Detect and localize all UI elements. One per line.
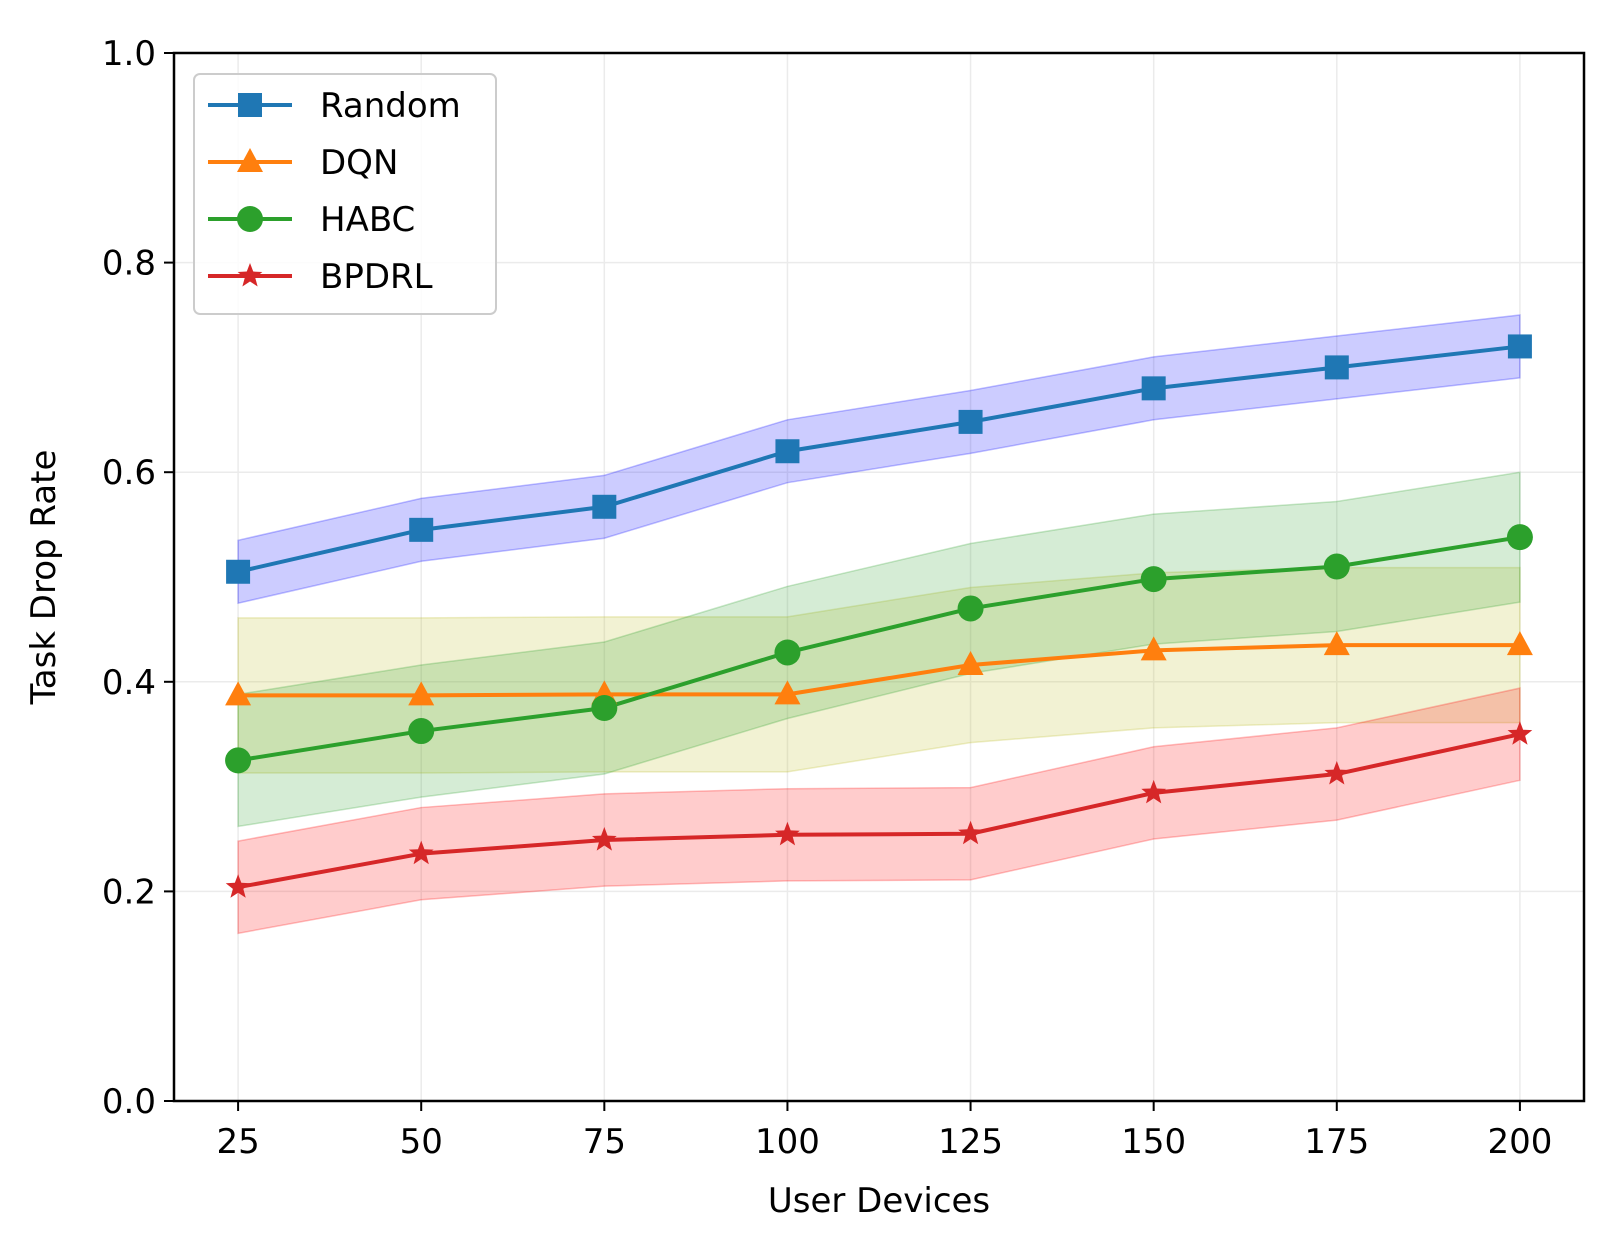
habc-point xyxy=(408,718,435,745)
x-tick-label: 25 xyxy=(216,1122,259,1162)
dqn-point xyxy=(1323,631,1350,656)
bpdrl-point xyxy=(1141,779,1167,804)
x-tick-label: 200 xyxy=(1487,1122,1552,1162)
habc-point xyxy=(1323,553,1350,580)
habc-point xyxy=(957,595,984,622)
random-point xyxy=(1141,376,1166,401)
y-tick-label: 1.0 xyxy=(102,34,156,74)
y-tick-label: 0.0 xyxy=(102,1082,156,1122)
x-tick-label: 75 xyxy=(583,1122,626,1162)
random-point xyxy=(775,439,800,464)
habc-point xyxy=(1506,524,1533,551)
x-axis-label: User Devices xyxy=(768,1181,990,1221)
bpdrl-point xyxy=(958,820,983,845)
dqn-point xyxy=(957,651,984,676)
plot-frame xyxy=(172,51,1586,1103)
habc-point xyxy=(225,747,252,774)
dqn-point xyxy=(774,680,801,705)
dqn-point xyxy=(225,681,252,706)
dqn-line xyxy=(238,643,1520,698)
dqn-point xyxy=(408,681,435,706)
dqn-point xyxy=(1506,631,1533,656)
y-tick-label: 0.6 xyxy=(102,453,156,493)
series-lines xyxy=(237,344,1521,890)
y-tick-label: 0.8 xyxy=(102,244,156,284)
legend-entries: Random DQN HABC BPDRL xyxy=(208,86,461,297)
bpdrl-point xyxy=(225,874,251,898)
legend-label-habc: HABC xyxy=(320,200,415,240)
random-band xyxy=(237,314,1521,605)
legend-marker-random xyxy=(238,93,262,117)
legend-marker-bpdrl xyxy=(237,263,263,287)
x-tick-label: 125 xyxy=(938,1122,1003,1162)
x-tick-label: 150 xyxy=(1121,1122,1186,1162)
legend-label-dqn: DQN xyxy=(320,143,398,183)
legend-marker-dqn xyxy=(237,148,263,172)
habc-point xyxy=(1140,566,1167,593)
random-point xyxy=(1324,355,1349,380)
x-tick-label: 100 xyxy=(755,1122,820,1162)
dqn-point xyxy=(1140,636,1167,661)
legend-marker-habc xyxy=(237,206,263,232)
legend-frame xyxy=(193,73,497,315)
habc-point xyxy=(774,639,801,666)
x-tick-label: 50 xyxy=(400,1122,443,1162)
bpdrl-point xyxy=(1507,721,1533,745)
grid xyxy=(174,53,1584,1101)
bpdrl-point xyxy=(591,827,617,851)
habc-point xyxy=(591,695,618,721)
confidence-bands xyxy=(237,314,1521,935)
legend-label-random: Random xyxy=(320,86,461,126)
legend: Random DQN HABC BPDRL xyxy=(193,73,497,315)
random-point xyxy=(958,409,983,434)
bpdrl-band xyxy=(237,687,1521,935)
habc-band xyxy=(237,471,1521,828)
bpdrl-point xyxy=(775,821,800,846)
y-tick-label: 0.2 xyxy=(102,872,156,912)
habc-line xyxy=(237,535,1521,763)
bpdrl-line xyxy=(237,732,1521,890)
x-tick-label: 175 xyxy=(1304,1122,1369,1162)
axis-ticks: 25 50 75 100 125 150 175 200 0.0 0.2 0.4 0.6 0.8 1.0 xyxy=(102,34,1552,1162)
random-line xyxy=(237,344,1521,574)
random-point xyxy=(226,559,251,584)
random-point xyxy=(409,517,434,542)
random-point xyxy=(592,494,617,519)
bpdrl-point xyxy=(1324,761,1350,785)
y-axis-label: Task Drop Rate xyxy=(24,450,64,706)
legend-label-bpdrl: BPDRL xyxy=(320,257,433,297)
y-tick-label: 0.4 xyxy=(102,663,156,703)
series-markers xyxy=(225,334,1533,898)
bpdrl-point xyxy=(408,840,434,865)
random-point xyxy=(1507,334,1532,359)
